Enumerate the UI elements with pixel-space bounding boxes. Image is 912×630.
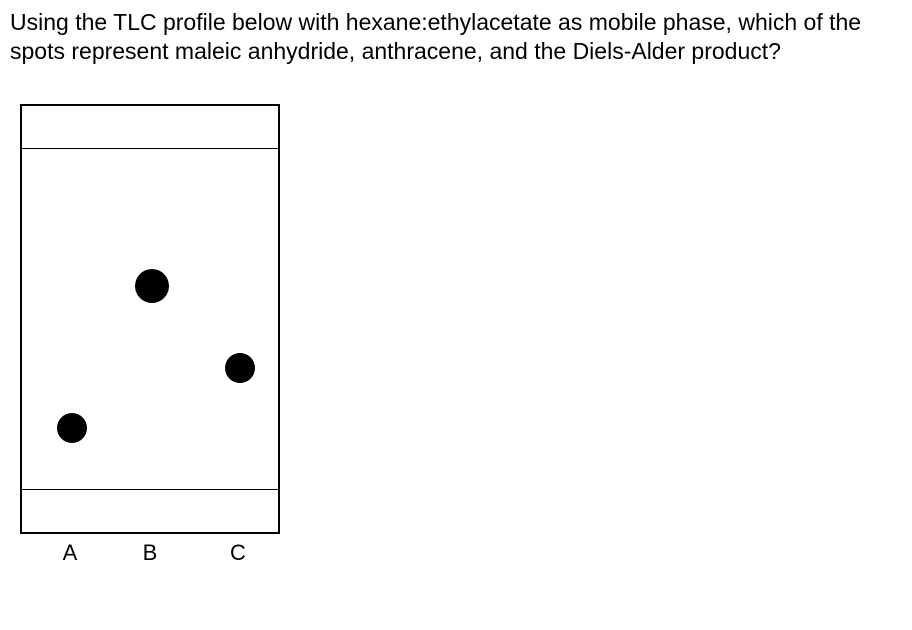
tlc-plate — [20, 104, 280, 534]
spot-b — [135, 269, 169, 303]
spot-a — [57, 413, 87, 443]
question-text: Using the TLC profile below with hexane:… — [10, 8, 902, 66]
lane-label-c: C — [230, 540, 246, 566]
solvent-front-line — [22, 148, 278, 149]
lane-label-b: B — [143, 540, 158, 566]
baseline — [22, 489, 278, 490]
tlc-container: A B C — [20, 104, 902, 574]
lane-label-row: A B C — [20, 534, 280, 574]
spot-c — [225, 353, 255, 383]
lane-label-a: A — [63, 540, 78, 566]
